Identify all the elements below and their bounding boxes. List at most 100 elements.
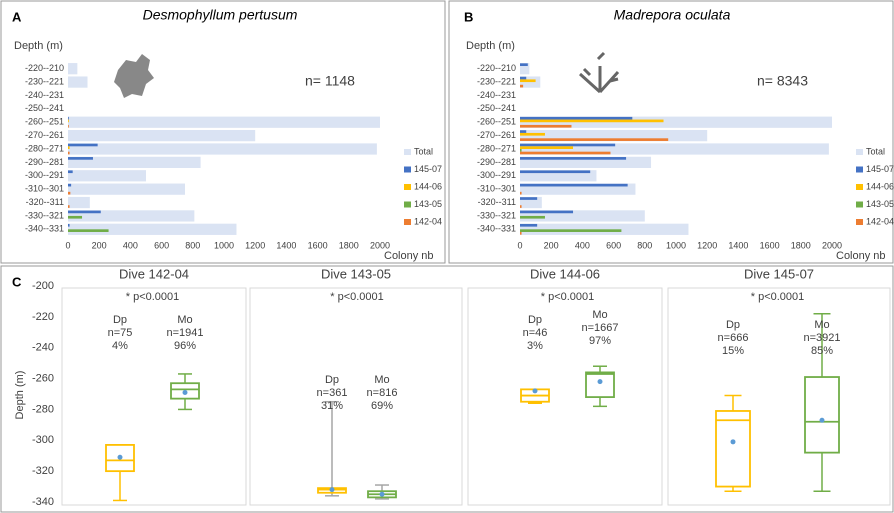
x-tick-label: 1400 [276, 240, 296, 250]
y-tick-label: -270--261 [477, 130, 516, 140]
y-tick-label: -300 [32, 434, 54, 446]
legend-label: 144-06 [414, 181, 442, 191]
mean-point [731, 439, 736, 444]
bar [520, 77, 526, 80]
y-tick-label: -300--291 [477, 170, 516, 180]
x-tick-label: 0 [65, 240, 70, 250]
x-tick-label: 200 [92, 240, 107, 250]
y-tick-label: -220--210 [25, 63, 64, 73]
legend-swatch [404, 202, 411, 208]
bar [520, 146, 573, 149]
subplot-frame [668, 288, 890, 505]
legend-swatch [404, 184, 411, 190]
bar [520, 63, 528, 66]
annotation: * p<0.0001 [541, 291, 595, 303]
bar [68, 144, 98, 147]
y-tick-label: -250--241 [25, 103, 64, 113]
bar [68, 229, 109, 232]
legend-label: Total [866, 146, 885, 156]
bar [520, 205, 522, 208]
bar [520, 192, 522, 195]
x-tick-label: 1600 [760, 240, 780, 250]
box [805, 377, 839, 453]
y-tick-label: -340 [32, 496, 54, 508]
y-tick-label: -340--331 [25, 224, 64, 234]
box [586, 372, 614, 397]
y-axis-label: Depth (m) [14, 40, 63, 52]
legend-label: 142-04 [866, 216, 894, 226]
y-tick-label: -300--291 [25, 170, 64, 180]
y-tick-label: -280--271 [25, 143, 64, 153]
y-tick-label: -310--301 [25, 184, 64, 194]
legend-swatch [856, 202, 863, 208]
bar [68, 157, 93, 160]
coral-icon [114, 53, 618, 98]
bar [520, 152, 610, 155]
annotation: * p<0.0001 [751, 291, 805, 303]
y-axis-label: Depth (m) [14, 371, 26, 420]
y-tick-label: -250--241 [477, 103, 516, 113]
x-tick-label: 200 [544, 240, 559, 250]
bar [68, 117, 69, 120]
x-tick-label: 2000 [822, 240, 842, 250]
bar [520, 130, 526, 133]
group-label: n=1667 [581, 322, 618, 334]
bar [68, 63, 77, 74]
y-tick-label: -290--281 [25, 157, 64, 167]
y-tick-label: -280 [32, 403, 54, 415]
legend-swatch [856, 149, 863, 155]
legend-swatch [404, 149, 411, 155]
y-tick-label: -270--261 [25, 130, 64, 140]
bar [520, 216, 545, 219]
bar [68, 130, 255, 141]
y-tick-label: -260--251 [477, 117, 516, 127]
annotation: n= 1148 [305, 73, 355, 89]
subplot-frame [468, 288, 662, 505]
x-tick-label: 600 [154, 240, 169, 250]
annotation: n= 8343 [757, 73, 808, 89]
bar [68, 143, 377, 154]
y-tick-label: -220 [32, 311, 54, 323]
bar [520, 232, 522, 235]
x-tick-label: 400 [123, 240, 138, 250]
mean-point [183, 390, 188, 395]
subplot-title: Dive 144-06 [530, 266, 600, 281]
x-tick-label: 1000 [214, 240, 234, 250]
x-tick-label: 1800 [791, 240, 811, 250]
legend-swatch [856, 167, 863, 173]
legend-swatch [404, 167, 411, 173]
group-label: n=46 [523, 327, 548, 339]
mean-point [118, 455, 123, 460]
y-tick-label: -230--221 [25, 76, 64, 86]
bar [68, 211, 101, 214]
y-axis-label: Depth (m) [466, 40, 515, 52]
group-label: n=75 [108, 327, 133, 339]
subplot-title: Dive 142-04 [119, 266, 189, 281]
group-label: n=816 [367, 387, 398, 399]
bar [68, 216, 82, 219]
bar [520, 184, 628, 187]
y-tick-label: -240--231 [477, 90, 516, 100]
bar [68, 184, 185, 195]
mean-point [330, 487, 335, 492]
bar [68, 125, 69, 128]
legend-label: 145-07 [414, 164, 442, 174]
x-tick-label: 1200 [245, 240, 265, 250]
bar [68, 224, 70, 227]
annotation: * p<0.0001 [126, 291, 180, 303]
annotation: * p<0.0001 [330, 291, 384, 303]
bar [520, 120, 664, 123]
group-label: n=666 [718, 332, 749, 344]
group-label: Dp [325, 374, 339, 386]
group-label: 4% [112, 340, 128, 352]
group-label: 69% [371, 400, 393, 412]
bar [520, 149, 522, 152]
bar [520, 224, 537, 227]
subplot-title: Dive 143-05 [321, 266, 391, 281]
bar [520, 79, 536, 82]
panel-letter: B [464, 9, 473, 24]
bar [68, 76, 88, 87]
x-tick-label: 600 [606, 240, 621, 250]
legend-label: 144-06 [866, 181, 894, 191]
bar [520, 138, 668, 141]
